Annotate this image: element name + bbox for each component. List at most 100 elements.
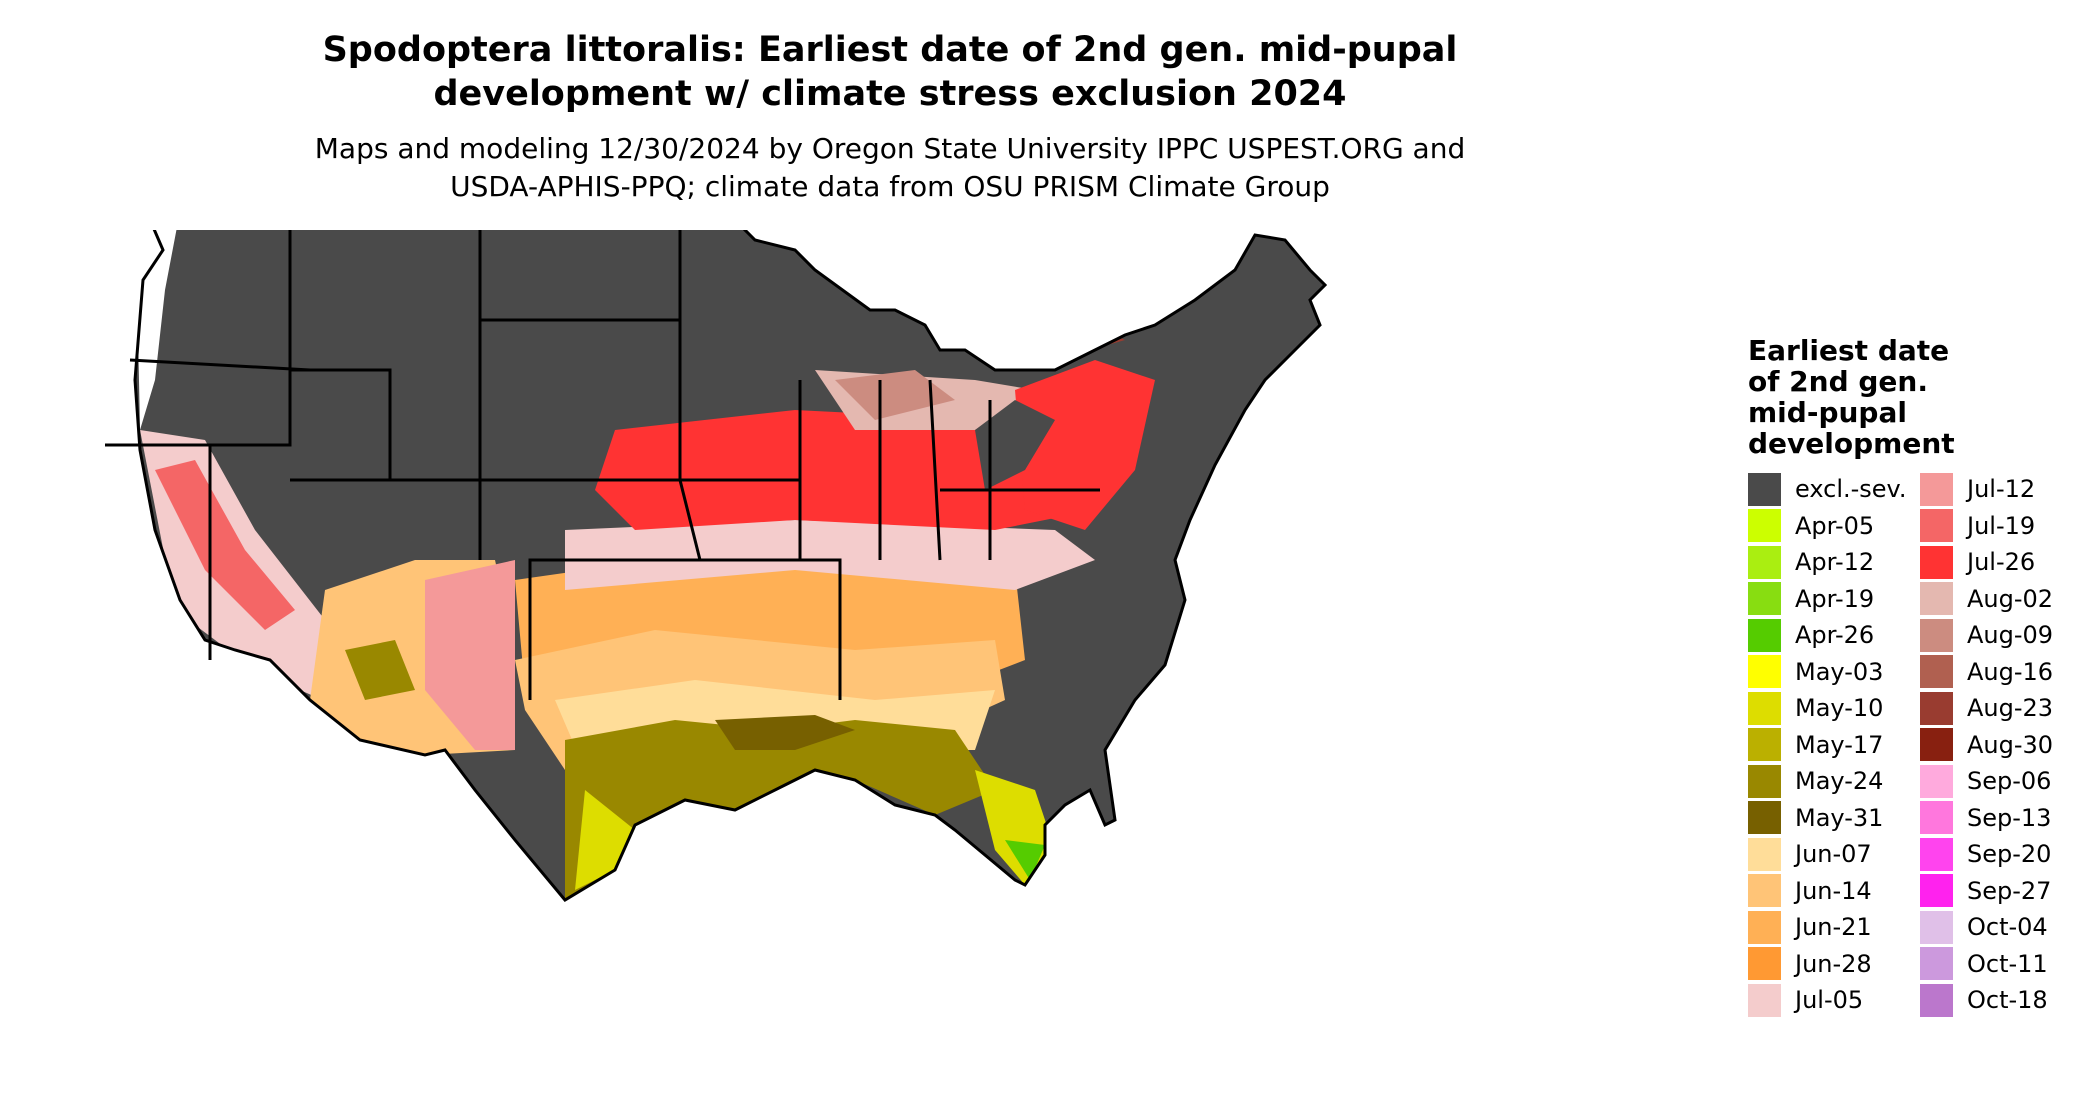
- legend-item: Aug-30: [1920, 727, 2053, 764]
- legend-swatch: [1920, 983, 1953, 1017]
- legend-item: Apr-26: [1748, 617, 1907, 654]
- legend-swatch: [1748, 910, 1781, 944]
- legend-swatch: [1748, 874, 1781, 908]
- legend-label: Aug-09: [1967, 621, 2054, 650]
- legend-label: Jul-05: [1795, 986, 1864, 1015]
- legend-item: excl.-sev.: [1748, 471, 1907, 508]
- legend-label: Sep-06: [1967, 767, 2052, 796]
- legend-swatch: [1920, 874, 1953, 908]
- legend-swatch: [1920, 691, 1953, 725]
- zone-midsouth-pink: [565, 520, 1095, 590]
- legend-swatch: [1748, 691, 1781, 725]
- legend-swatch: [1748, 582, 1781, 616]
- legend-swatch: [1748, 947, 1781, 981]
- legend-item: Jul-26: [1920, 544, 2053, 581]
- legend-title: Earliest date of 2nd gen. mid-pupal deve…: [1748, 335, 2088, 459]
- zone-nm-pink: [425, 560, 515, 750]
- legend-label: May-31: [1795, 803, 1884, 832]
- legend-swatch: [1748, 509, 1781, 543]
- map-subtitle: Maps and modeling 12/30/2024 by Oregon S…: [0, 130, 1780, 206]
- legend-column-1: excl.-sev. Apr-05 Apr-12 Apr-19 Apr-26 May-03…: [1748, 471, 1907, 1019]
- legend-swatch: [1920, 910, 1953, 944]
- legend-item: Sep-27: [1920, 873, 2053, 910]
- legend-item: Sep-06: [1920, 763, 2053, 800]
- zone-texas-yellow: [575, 790, 635, 890]
- legend-swatch: [1920, 947, 1953, 981]
- legend-label: Jul-12: [1967, 475, 2036, 504]
- legend-label: Apr-05: [1795, 511, 1875, 540]
- legend-label: Oct-11: [1967, 949, 2048, 978]
- legend-label: Apr-12: [1795, 548, 1875, 577]
- legend-label: Apr-26: [1795, 621, 1875, 650]
- legend-swatch: [1748, 655, 1781, 689]
- legend-label: Sep-20: [1967, 840, 2052, 869]
- legend-item: Jun-14: [1748, 873, 1907, 910]
- legend-swatch: [1748, 728, 1781, 762]
- legend-item: Jun-28: [1748, 946, 1907, 983]
- legend-item: Apr-05: [1748, 508, 1907, 545]
- conus-phenology-map: [105, 230, 1328, 902]
- legend-item: May-10: [1748, 690, 1907, 727]
- legend-swatch: [1920, 545, 1953, 579]
- title-line-2: development w/ climate stress exclusion …: [433, 74, 1347, 114]
- legend-swatch: [1920, 764, 1953, 798]
- legend-swatch: [1748, 837, 1781, 871]
- legend-item: Aug-02: [1920, 581, 2053, 618]
- title-line-1: Spodoptera littoralis: Earliest date of …: [322, 30, 1458, 70]
- legend-item: Jun-07: [1748, 836, 1907, 873]
- state-boundaries: [105, 230, 1328, 902]
- legend-label: Jul-19: [1967, 511, 2036, 540]
- legend-label: Aug-30: [1967, 730, 2054, 759]
- legend-label: Aug-16: [1967, 657, 2054, 686]
- legend-item: Oct-11: [1920, 946, 2053, 983]
- legend-label: Jun-21: [1795, 913, 1872, 942]
- legend-label: Apr-19: [1795, 584, 1875, 613]
- legend-item: Sep-20: [1920, 836, 2053, 873]
- subtitle-line-1: Maps and modeling 12/30/2024 by Oregon S…: [314, 132, 1466, 165]
- subtitle-line-2: USDA-APHIS-PPQ; climate data from OSU PR…: [450, 170, 1330, 203]
- legend-item: May-31: [1748, 800, 1907, 837]
- legend-label: Jun-14: [1795, 876, 1872, 905]
- legend-title-line: of 2nd gen.: [1748, 365, 1928, 398]
- legend-label: May-24: [1795, 767, 1884, 796]
- legend-swatch: [1920, 472, 1953, 506]
- legend-label: Aug-23: [1967, 694, 2054, 723]
- legend-label: Jul-26: [1967, 548, 2036, 577]
- legend-item: Jul-12: [1920, 471, 2053, 508]
- legend-swatch: [1920, 801, 1953, 835]
- legend-item: May-03: [1748, 654, 1907, 691]
- legend-label: Oct-18: [1967, 986, 2048, 1015]
- legend-label: Sep-27: [1967, 876, 2052, 905]
- legend-label: Jun-07: [1795, 840, 1872, 869]
- legend-item: Aug-09: [1920, 617, 2053, 654]
- legend-label: May-17: [1795, 730, 1884, 759]
- legend-swatch: [1920, 582, 1953, 616]
- legend-swatch: [1920, 509, 1953, 543]
- zone-mid-atlantic-red: [1015, 360, 1155, 530]
- legend-item: May-17: [1748, 727, 1907, 764]
- legend-swatch: [1920, 837, 1953, 871]
- legend-title-line: Earliest date: [1748, 334, 1950, 367]
- legend-item: Oct-04: [1920, 909, 2053, 946]
- map-title: Spodoptera littoralis: Earliest date of …: [0, 28, 1780, 116]
- legend-swatch: [1748, 764, 1781, 798]
- legend-swatch: [1748, 983, 1781, 1017]
- legend-item: Jul-19: [1920, 508, 2053, 545]
- legend: Earliest date of 2nd gen. mid-pupal deve…: [1748, 335, 2088, 1031]
- zone-gulf-olive: [565, 720, 995, 900]
- legend-swatch: [1748, 801, 1781, 835]
- legend-label: Aug-02: [1967, 584, 2054, 613]
- legend-item: Apr-19: [1748, 581, 1907, 618]
- legend-item: Jul-05: [1748, 982, 1907, 1019]
- legend-item: May-24: [1748, 763, 1907, 800]
- legend-swatch: [1920, 618, 1953, 652]
- legend-label: May-10: [1795, 694, 1884, 723]
- legend-label: Oct-04: [1967, 913, 2048, 942]
- zone-appalachian-dark: [975, 400, 1055, 490]
- legend-item: Sep-13: [1920, 800, 2053, 837]
- legend-swatch: [1748, 545, 1781, 579]
- legend-item: Jun-21: [1748, 909, 1907, 946]
- legend-title-line: development: [1748, 427, 1955, 460]
- legend-label: excl.-sev.: [1795, 475, 1907, 504]
- legend-item: Aug-16: [1920, 654, 2053, 691]
